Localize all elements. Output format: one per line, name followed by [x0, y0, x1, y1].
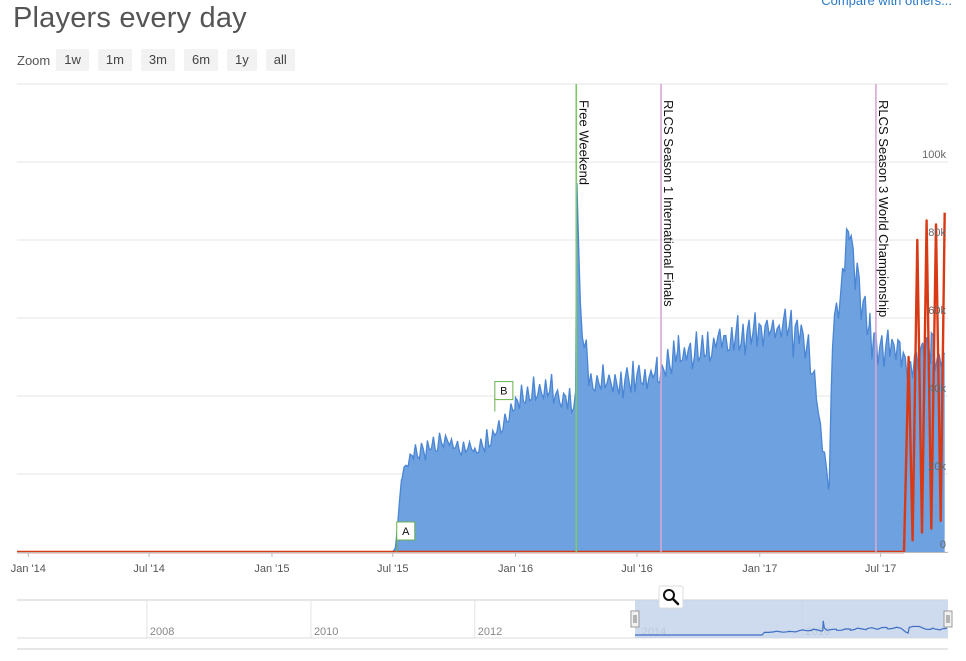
- x-tick-label: Jan '14: [11, 563, 46, 575]
- event-label: RLCS Season 1 International Finals: [661, 100, 676, 307]
- flag-marker[interactable]: A: [396, 521, 416, 552]
- x-tick-label: Jan '16: [498, 563, 533, 575]
- y-tick-label: 40k: [928, 383, 946, 395]
- zoom-3m-button[interactable]: 3m: [140, 49, 175, 71]
- navigator[interactable]: 20082010201220142016: [17, 585, 953, 650]
- navigator-series: [635, 620, 947, 636]
- compare-link[interactable]: Compare with others...: [821, 0, 952, 8]
- event-label: Free Weekend: [576, 100, 591, 185]
- zoom-1y-button[interactable]: 1y: [227, 49, 257, 71]
- zoom-1m-button[interactable]: 1m: [97, 49, 132, 71]
- zoom-1w-button[interactable]: 1w: [56, 49, 89, 71]
- flag-marker[interactable]: B: [494, 381, 514, 412]
- zoom-label: Zoom: [17, 52, 51, 68]
- navigator-tick-label: 2012: [478, 626, 502, 638]
- x-tick-label: Jul '16: [621, 563, 652, 575]
- magnifier-handle: [671, 597, 680, 606]
- x-tick-label: Jul '14: [133, 563, 164, 575]
- navigator-right-handle[interactable]: [943, 610, 953, 628]
- navigator-left-handle[interactable]: [630, 610, 640, 628]
- magnifier-icon[interactable]: [658, 585, 684, 609]
- x-tick-label: Jan '17: [742, 563, 777, 575]
- x-tick-label: Jul '15: [377, 563, 408, 575]
- series-red-line: [17, 212, 946, 554]
- flag-box: [494, 381, 514, 401]
- y-tick-label: 80k: [928, 227, 946, 239]
- x-tick-label: Jul '17: [865, 563, 896, 575]
- y-tick-label: 0: [940, 539, 946, 551]
- flag-label: B: [500, 386, 507, 398]
- flag-box: [396, 521, 416, 541]
- zoom-6m-button[interactable]: 6m: [183, 49, 219, 71]
- series-area-fill: [17, 182, 945, 552]
- navigator-tick-label: 2010: [314, 626, 338, 638]
- magnifier-lens: [663, 589, 675, 601]
- handle-grip: [943, 610, 953, 628]
- y-tick-label: 60k: [928, 305, 946, 317]
- zoom-bar: Zoom 1w 1m 3m 6m 1y all: [17, 49, 304, 71]
- event-label: RLCS Season 3 World Championship: [876, 100, 891, 317]
- y-tick-label: 20k: [928, 461, 946, 473]
- handle-grip: [630, 610, 640, 628]
- x-tick-label: Jan '15: [254, 563, 289, 575]
- navigator-tick-label: 2008: [150, 626, 174, 638]
- zoom-all-button[interactable]: all: [265, 49, 295, 71]
- magnifier-bg: [658, 585, 684, 609]
- flag-label: A: [402, 526, 410, 538]
- page-title: Players every day: [13, 2, 247, 34]
- y-tick-label: 100k: [922, 149, 946, 161]
